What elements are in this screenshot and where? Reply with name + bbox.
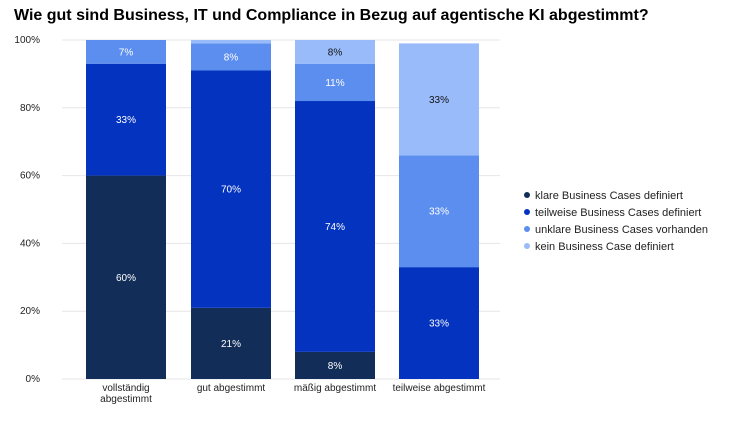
data-label: 33%: [429, 95, 449, 106]
bar-segment: [86, 40, 166, 64]
data-label: 8%: [328, 361, 343, 372]
bar-segment: [191, 307, 271, 379]
bar-segment: [191, 70, 271, 308]
legend-label: klare Business Cases definiert: [535, 190, 683, 202]
data-label: 33%: [429, 207, 449, 218]
bar-segment: [399, 43, 479, 156]
y-tick-label: 0%: [26, 374, 41, 385]
data-label: 7%: [119, 47, 134, 58]
y-tick-label: 20%: [20, 306, 40, 317]
x-category-label: mäßig abgestimmt: [294, 383, 376, 394]
chart-title: Wie gut sind Business, IT und Compliance…: [14, 7, 649, 24]
x-category-label: gut abgestimmt: [197, 383, 266, 394]
bar-segment: [191, 43, 271, 71]
x-category-label: vollständig: [102, 383, 149, 394]
data-label: 74%: [325, 222, 345, 233]
y-tick-label: 80%: [20, 103, 40, 114]
x-category-label: abgestimmt: [100, 394, 152, 405]
bar-segment: [86, 175, 166, 379]
legend-marker: [524, 192, 530, 198]
bar-segment: [399, 267, 479, 379]
bar-segment: [295, 63, 375, 102]
bar-segment: [86, 63, 166, 176]
y-tick-label: 40%: [20, 238, 40, 249]
legend-marker: [524, 209, 530, 215]
data-label: 33%: [116, 115, 136, 126]
legend-marker: [524, 226, 530, 232]
bar-segment: [191, 40, 271, 44]
bar-segment: [295, 351, 375, 379]
y-tick-label: 60%: [20, 171, 40, 182]
x-category-label: teilweise abgestimmt: [393, 383, 486, 394]
y-tick-label: 100%: [14, 35, 40, 46]
legend-label: unklare Business Cases vorhanden: [535, 224, 708, 236]
data-label: 8%: [224, 52, 239, 63]
bar-segment: [399, 155, 479, 268]
data-label: 21%: [221, 339, 241, 350]
data-label: 8%: [328, 47, 343, 58]
legend-marker: [524, 243, 530, 249]
bar-segment: [295, 40, 375, 64]
legend-label: teilweise Business Cases definiert: [535, 207, 701, 219]
bar-segment: [295, 101, 375, 352]
data-label: 11%: [325, 78, 344, 89]
legend-label: kein Business Case definiert: [535, 241, 674, 253]
data-label: 70%: [221, 185, 241, 196]
data-label: 33%: [429, 319, 449, 330]
data-label: 60%: [116, 273, 136, 284]
